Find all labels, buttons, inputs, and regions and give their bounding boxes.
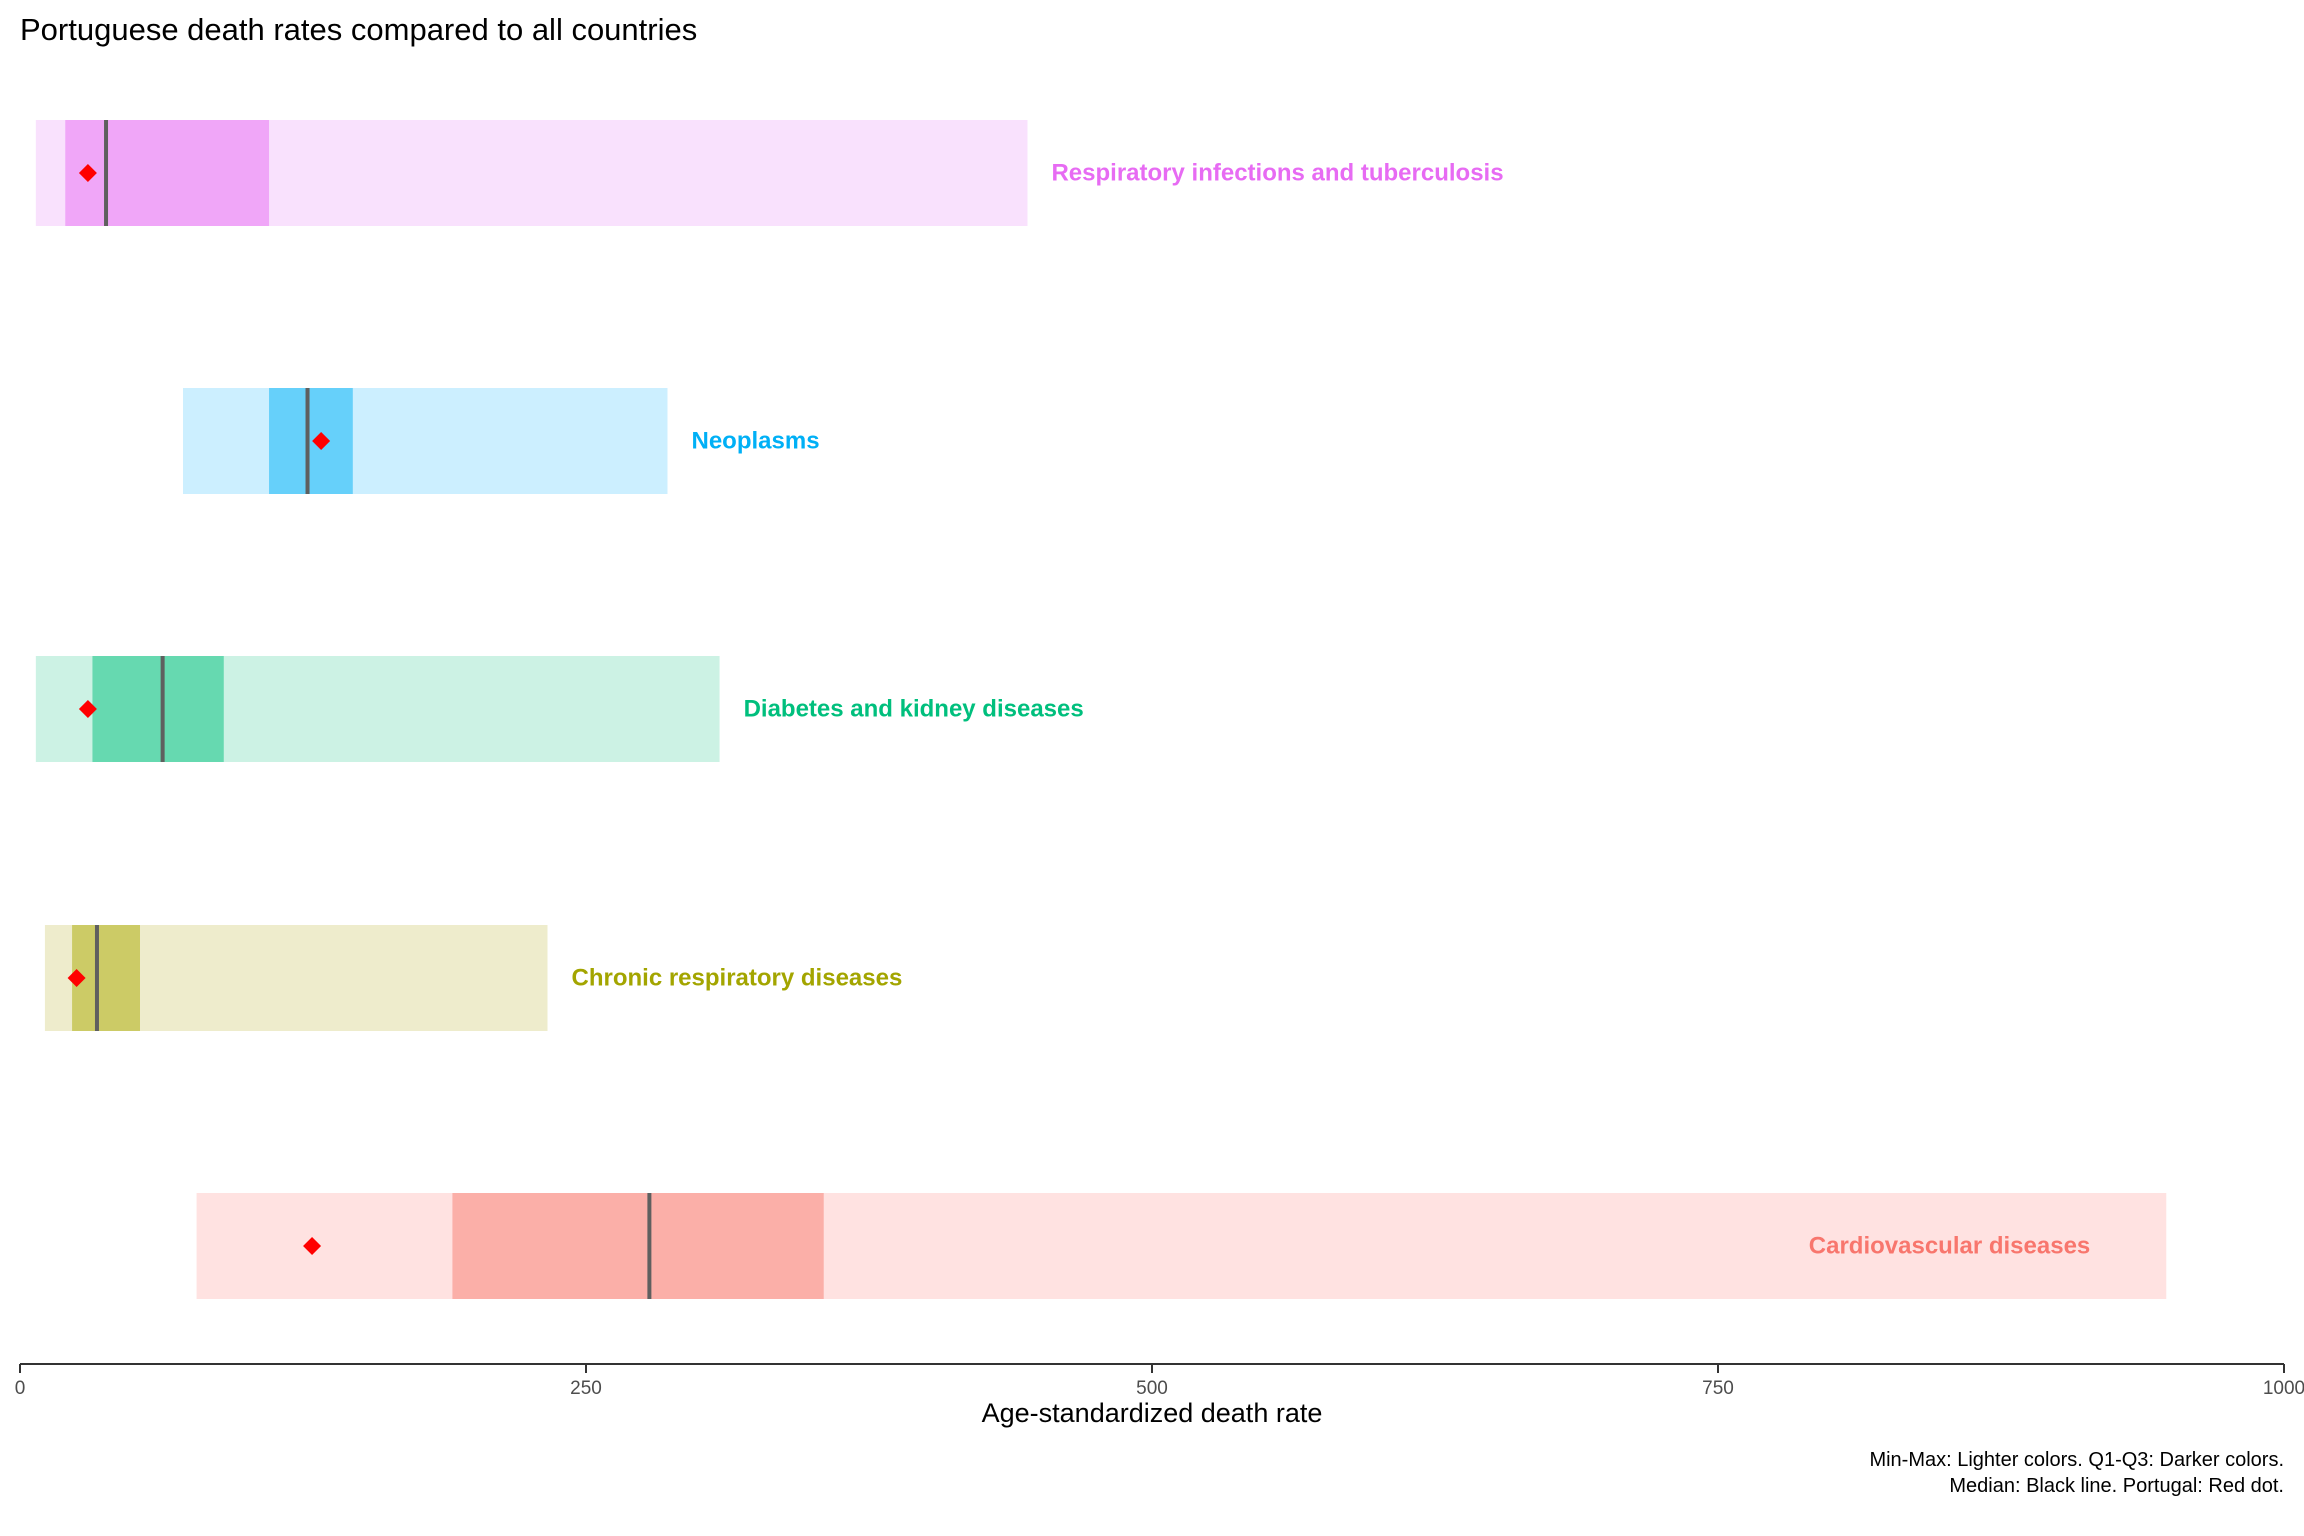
category-row: Chronic respiratory diseases	[44, 925, 903, 1031]
portugal-dot	[303, 1237, 322, 1255]
portugal-dot	[78, 700, 97, 718]
portugal-dot	[312, 432, 331, 450]
caption-line-2: Median: Black line. Portugal: Red dot.	[1949, 1475, 2284, 1497]
x-tick-label: 500	[1136, 1378, 1168, 1399]
x-axis: 0 250 500 750 1000	[15, 1363, 2304, 1399]
portugal-dot	[78, 164, 97, 182]
category-label: Chronic respiratory diseases	[572, 964, 903, 991]
plot-area: Respiratory infections and tuberculosis N…	[35, 120, 2167, 1299]
x-tick-label: 250	[570, 1378, 602, 1399]
x-tick-label: 1000	[2263, 1378, 2304, 1399]
range-bar-q1-q3	[452, 1193, 824, 1299]
category-label: Cardiovascular diseases	[1809, 1232, 2091, 1259]
range-bar-q1-q3	[92, 656, 224, 762]
category-label: Respiratory infections and tuberculosis	[1051, 159, 1503, 186]
category-row: Neoplasms	[183, 388, 820, 494]
portugal-dot	[67, 969, 86, 987]
caption-line-1: Min-Max: Lighter colors. Q1-Q3: Darker c…	[1869, 1449, 2284, 1471]
range-bar-min-max	[183, 388, 668, 494]
range-bar-q1-q3	[269, 388, 353, 494]
chart-title: Portuguese death rates compared to all c…	[20, 12, 697, 47]
x-tick-label: 750	[1702, 1378, 1734, 1399]
category-row: Diabetes and kidney diseases	[35, 656, 1084, 762]
x-tick-label: 0	[15, 1378, 26, 1399]
category-label: Diabetes and kidney diseases	[744, 695, 1084, 722]
category-row: Cardiovascular diseases	[196, 1193, 2167, 1299]
category-label: Neoplasms	[692, 427, 820, 454]
category-row: Respiratory infections and tuberculosis	[35, 120, 1504, 226]
x-axis-title: Age-standardized death rate	[982, 1398, 1323, 1428]
range-bar-q1-q3	[65, 120, 270, 226]
